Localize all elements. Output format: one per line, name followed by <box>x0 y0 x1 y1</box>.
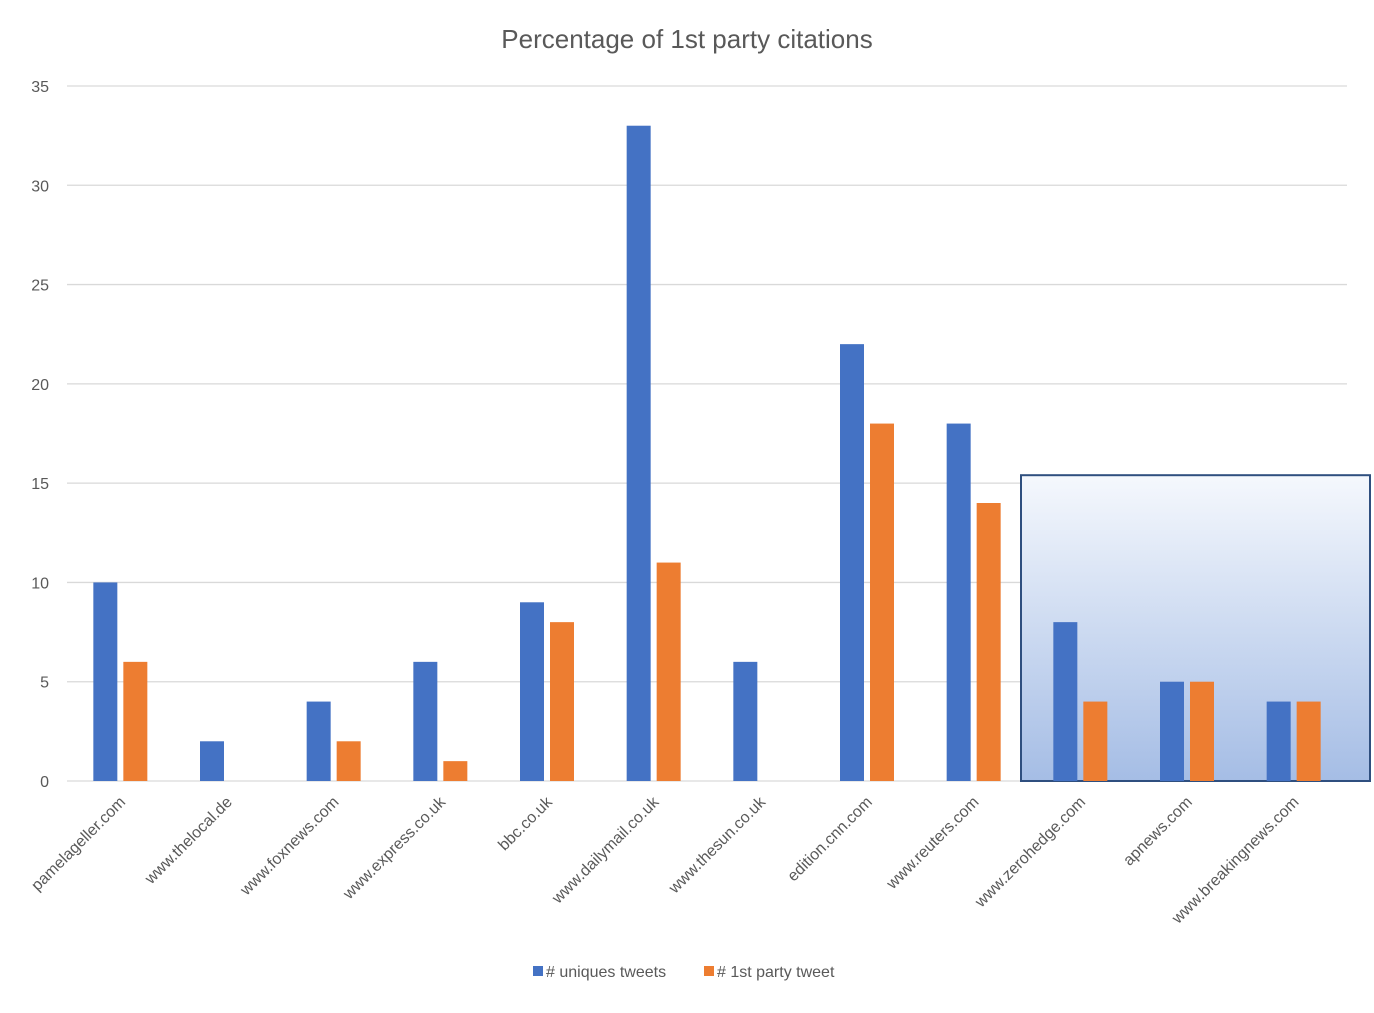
bar-uniques <box>733 661 758 781</box>
bar-uniques <box>1053 622 1078 781</box>
bar-first-party <box>336 741 361 781</box>
x-category-label: pamelageller.com <box>28 794 129 895</box>
legend-swatch <box>704 966 714 976</box>
bars <box>93 125 1321 781</box>
x-axis-labels: pamelageller.com www.thelocal.de www.foxne… <box>28 793 1302 928</box>
bar-uniques <box>413 661 438 781</box>
bar-first-party <box>1083 701 1108 781</box>
y-tick-label: 15 <box>31 476 49 493</box>
x-category-label: www.breakingnews.com <box>1168 794 1302 928</box>
x-category-label: www.zerohedge.com <box>971 794 1089 912</box>
legend-label: # uniques tweets <box>546 964 666 981</box>
y-axis-ticks: 0 5 10 15 20 25 30 35 <box>31 79 49 791</box>
x-category-label: www.foxnews.com <box>237 794 343 900</box>
bar-first-party <box>1296 701 1321 781</box>
legend-swatch <box>533 966 543 976</box>
bar-uniques <box>200 741 224 781</box>
y-tick-label: 35 <box>31 79 49 96</box>
bar-first-party <box>550 622 574 781</box>
x-category-label: www.dailymail.co.uk <box>549 793 664 908</box>
bar-uniques <box>306 701 331 781</box>
x-category-label: www.thesun.co.uk <box>665 793 770 898</box>
bar-first-party <box>656 562 681 781</box>
bar-first-party <box>976 503 1001 781</box>
bar-uniques <box>626 125 651 781</box>
bar-uniques <box>946 423 971 781</box>
y-tick-label: 25 <box>31 278 49 295</box>
y-tick-label: 5 <box>40 675 49 692</box>
bar-first-party <box>1190 681 1214 781</box>
y-tick-label: 10 <box>31 575 49 592</box>
x-category-label: bbc.co.uk <box>495 793 556 854</box>
bar-uniques <box>840 344 864 781</box>
bar-first-party <box>870 423 894 781</box>
x-category-label: www.thelocal.de <box>141 794 236 889</box>
bar-uniques <box>93 582 118 781</box>
y-tick-label: 20 <box>31 377 49 394</box>
bar-first-party <box>123 661 148 781</box>
legend-label: # 1st party tweet <box>717 964 835 981</box>
x-category-label: www.reuters.com <box>883 794 982 893</box>
legend: # uniques tweets # 1st party tweet <box>533 964 835 981</box>
y-tick-label: 0 <box>40 774 49 791</box>
gridlines <box>67 85 1347 782</box>
y-tick-label: 30 <box>31 178 49 195</box>
x-category-label: edition.cnn.com <box>785 794 876 885</box>
chart-title: Percentage of 1st party citations <box>501 24 872 54</box>
bar-uniques <box>1266 701 1291 781</box>
bar-first-party <box>443 761 468 781</box>
x-category-label: apnews.com <box>1120 794 1196 870</box>
x-category-label: www.express.co.uk <box>340 793 450 903</box>
bar-uniques <box>520 602 544 781</box>
bar-uniques <box>1160 681 1184 781</box>
